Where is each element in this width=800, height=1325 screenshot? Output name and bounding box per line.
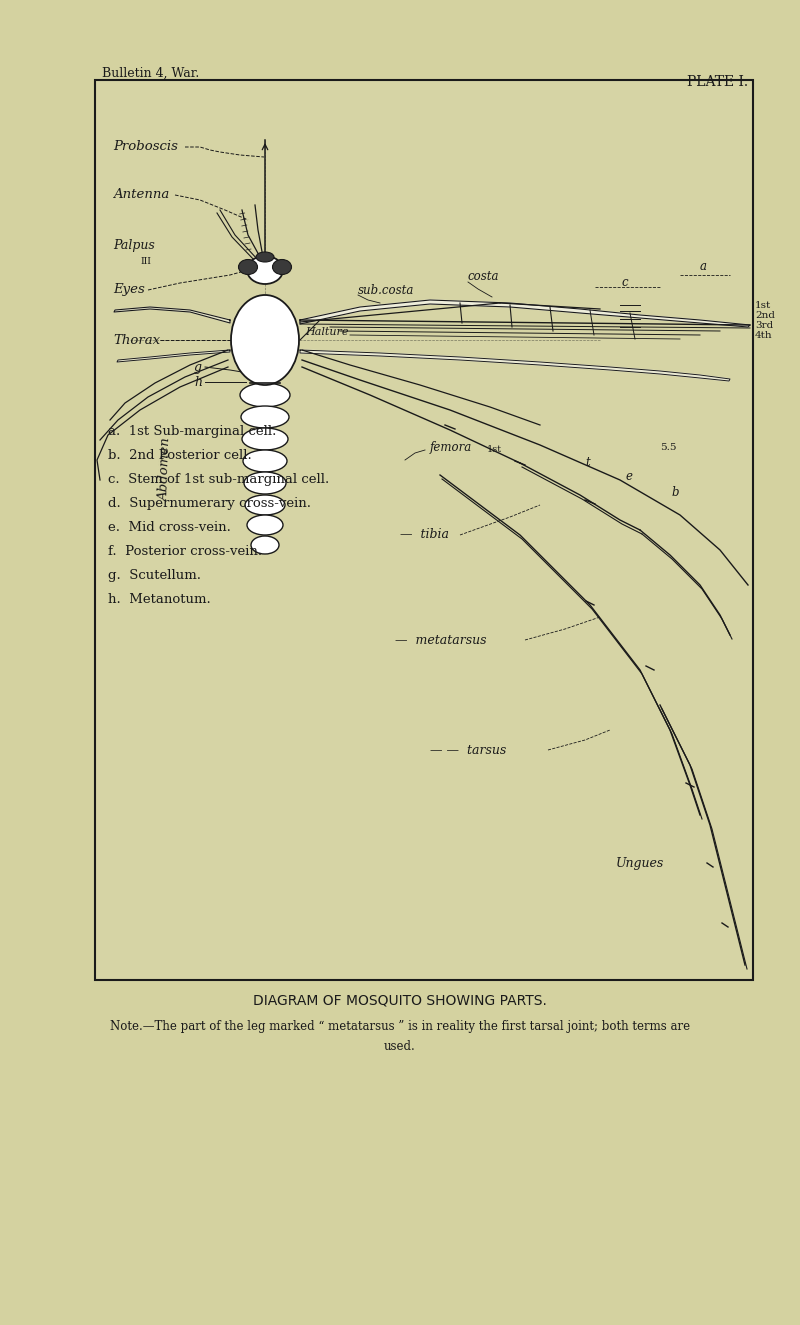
Ellipse shape [245,496,285,515]
Ellipse shape [242,428,288,451]
Polygon shape [114,307,230,323]
Bar [95,80,753,980]
Text: a: a [700,261,707,273]
Text: femora: femora [430,440,472,453]
Text: 4th: 4th [755,330,773,339]
Ellipse shape [238,260,258,274]
Text: 2nd: 2nd [755,310,775,319]
Text: sub.costa: sub.costa [358,284,414,297]
Text: g.  Scutellum.: g. Scutellum. [108,568,201,582]
Text: c: c [622,276,629,289]
Text: d.  Supernumerary cross-vein.: d. Supernumerary cross-vein. [108,497,311,510]
Text: costa: costa [468,270,499,284]
Text: DIAGRAM OF MOSQUITO SHOWING PARTS.: DIAGRAM OF MOSQUITO SHOWING PARTS. [253,992,547,1007]
Polygon shape [117,350,230,362]
Text: e.  Mid cross-vein.: e. Mid cross-vein. [108,521,231,534]
Ellipse shape [247,515,283,535]
Text: Palpus: Palpus [113,238,154,252]
Text: a.  1st Sub-marginal cell.: a. 1st Sub-marginal cell. [108,425,276,439]
Text: c.  Stem of 1st sub-marginal cell.: c. Stem of 1st sub-marginal cell. [108,473,330,486]
Text: PLATE I.: PLATE I. [687,76,748,89]
Text: Bulletin 4, War.: Bulletin 4, War. [102,68,199,79]
Text: Ungues: Ungues [616,856,664,869]
Text: Thorax: Thorax [113,334,160,347]
Text: e: e [625,470,632,484]
Text: —  metatarsus: — metatarsus [395,633,486,647]
Text: 1st: 1st [487,444,502,453]
Ellipse shape [247,256,283,284]
Ellipse shape [231,295,299,386]
Ellipse shape [241,405,289,428]
Text: h: h [194,375,202,388]
Ellipse shape [243,451,287,472]
Text: Proboscis: Proboscis [113,140,178,154]
Text: — —  tarsus: — — tarsus [430,743,506,757]
Ellipse shape [244,472,286,494]
Text: Antenna: Antenna [113,188,170,201]
Text: Abdomen: Abdomen [158,439,174,502]
Text: III: III [140,257,151,266]
Polygon shape [300,299,750,327]
Polygon shape [300,350,730,382]
Ellipse shape [256,252,274,262]
Text: Halture: Halture [305,327,349,337]
Ellipse shape [273,260,291,274]
Text: f.  Posterior cross-vein.: f. Posterior cross-vein. [108,545,262,558]
Text: h.  Metanotum.: h. Metanotum. [108,594,210,606]
Ellipse shape [251,537,279,554]
Text: used.: used. [384,1040,416,1053]
Text: 5.5: 5.5 [660,443,677,452]
Text: g: g [194,360,202,374]
Text: 3rd: 3rd [755,321,774,330]
Text: b: b [672,486,679,500]
Text: —  tibia: — tibia [400,529,449,542]
Ellipse shape [240,383,290,407]
Text: 1st: 1st [755,301,771,310]
Text: t: t [585,457,590,469]
Text: Note.—The part of the leg marked “ metatarsus ” is in reality the first tarsal j: Note.—The part of the leg marked “ metat… [110,1020,690,1034]
Text: b.  2nd Posterior cell.: b. 2nd Posterior cell. [108,449,252,462]
Text: Eyes: Eyes [113,284,145,297]
